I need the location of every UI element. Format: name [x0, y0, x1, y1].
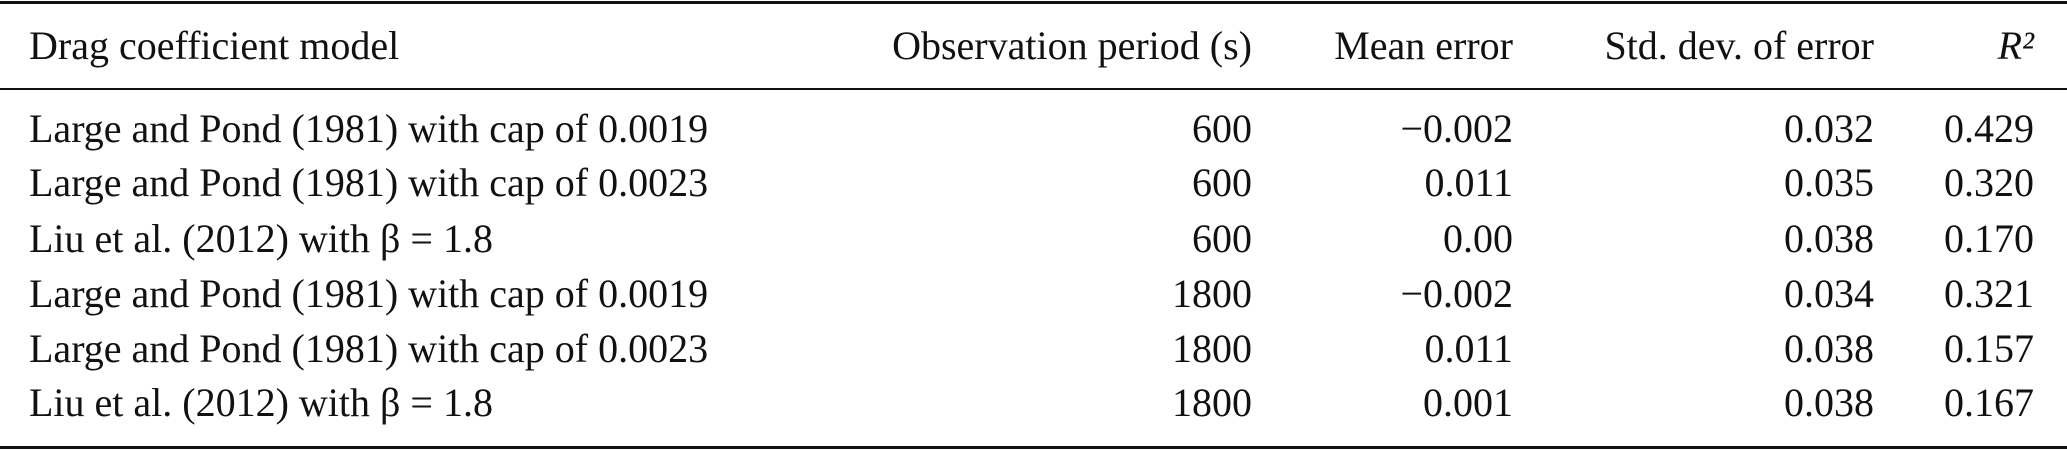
table-cell: 1800 [1172, 326, 1252, 371]
table-cell: 600 [1192, 216, 1252, 261]
table-cell: 0.157 [1944, 326, 2034, 371]
table-cell: 0.032 [1784, 106, 1874, 151]
header-cell: Std. dev. of error [1604, 23, 1874, 68]
table-cell: 0.038 [1784, 326, 1874, 371]
table-cell: 1800 [1172, 380, 1252, 425]
table-cell: 600 [1192, 106, 1252, 151]
table-cell: 0.320 [1944, 160, 2034, 205]
table-cell: Liu et al. (2012) with β = 1.8 [29, 216, 493, 261]
table-cell: −0.002 [1400, 271, 1513, 316]
table-cell: 0.034 [1784, 271, 1874, 316]
table-cell: 0.170 [1944, 216, 2034, 261]
table-cell: 0.167 [1944, 380, 2034, 425]
header-cell: R² [1997, 23, 2034, 68]
table-cell: 0.035 [1784, 160, 1874, 205]
table-cell: 0.038 [1784, 380, 1874, 425]
bottom-rule [0, 446, 2067, 449]
table-cell: 0.429 [1944, 106, 2034, 151]
table-cell: Large and Pond (1981) with cap of 0.0023 [29, 160, 709, 205]
table-cell: 0.038 [1784, 216, 1874, 261]
table-cell: Large and Pond (1981) with cap of 0.0019 [29, 106, 709, 151]
header-rule [0, 88, 2067, 90]
table-cell: 0.011 [1424, 160, 1513, 205]
table-cell: 0.001 [1423, 380, 1513, 425]
table-cell: Liu et al. (2012) with β = 1.8 [29, 380, 493, 425]
table-cell: 600 [1192, 160, 1252, 205]
table-cell: 1800 [1172, 271, 1252, 316]
table-cell: 0.00 [1443, 216, 1513, 261]
table-cell: 0.321 [1944, 271, 2034, 316]
table-cell: 0.011 [1424, 326, 1513, 371]
header-cell: Mean error [1334, 23, 1513, 68]
table-cell: Large and Pond (1981) with cap of 0.0019 [29, 271, 709, 316]
header-cell: Observation period (s) [892, 23, 1252, 68]
header-cell: Drag coefficient model [29, 23, 400, 68]
table-cell: Large and Pond (1981) with cap of 0.0023 [29, 326, 709, 371]
table-cell: −0.002 [1400, 106, 1513, 151]
top-rule [0, 1, 2067, 4]
